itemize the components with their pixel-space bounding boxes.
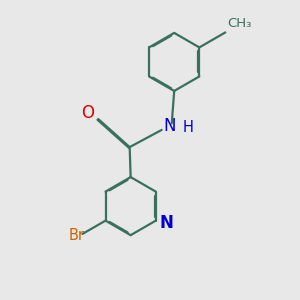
Text: H: H (182, 120, 193, 135)
Text: CH₃: CH₃ (227, 17, 252, 31)
Text: N: N (163, 117, 176, 135)
Text: Br: Br (69, 228, 85, 243)
Text: N: N (160, 214, 173, 232)
Text: O: O (81, 104, 94, 122)
